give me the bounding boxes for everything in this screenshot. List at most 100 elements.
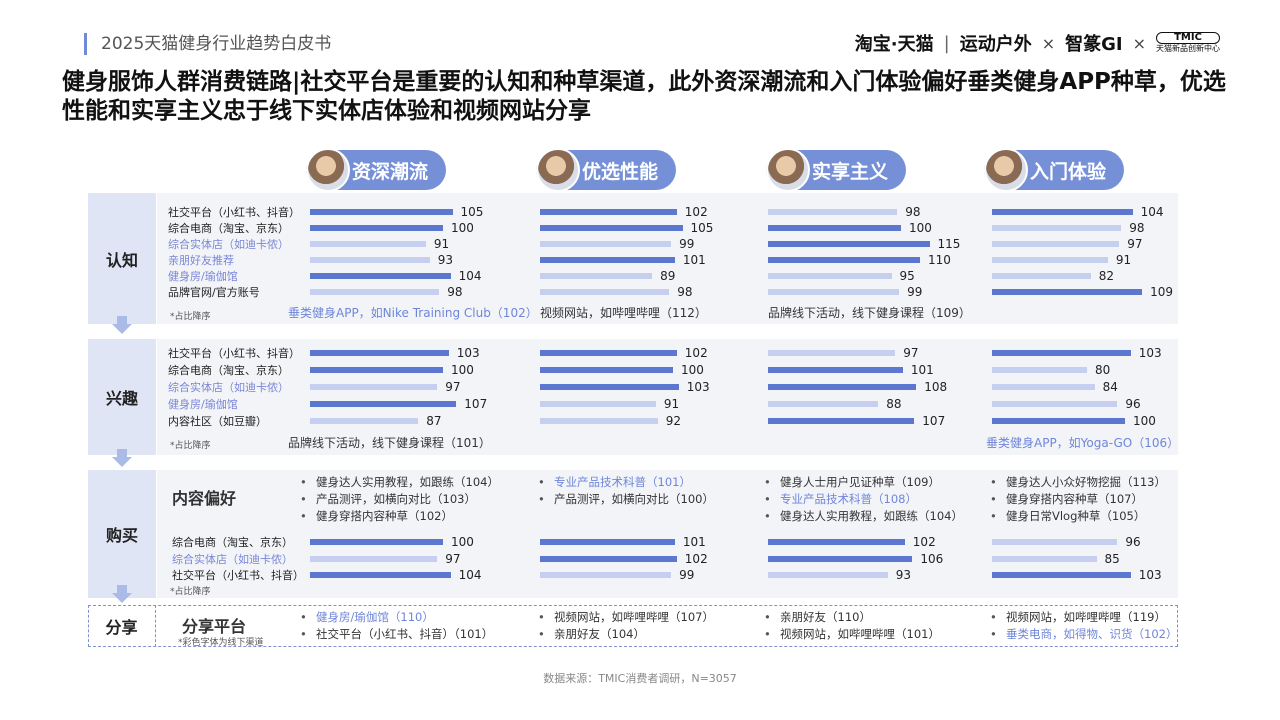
partner-logos: 淘宝·天猫 | 运动户外 × 智篆GI × TMIC 天猫新品创新中心 <box>855 30 1220 56</box>
persona-label: 入门体验 <box>1030 160 1107 183</box>
bar-value: 101 <box>682 535 706 549</box>
persona-label: 资深潮流 <box>352 160 429 183</box>
bar-value: 98 <box>905 205 921 219</box>
bar-认知-0-4 <box>310 273 451 279</box>
stage-arrow-stem <box>117 316 127 324</box>
extra-channel: 品牌线下活动，线下健身课程（109） <box>768 306 971 320</box>
extra-channel: 垂类健身APP，如Nike Training Club（102） <box>288 306 538 320</box>
bar-value: 107 <box>922 414 946 428</box>
stage-awareness: 认知 <box>88 193 156 324</box>
bar-购买-2-0 <box>768 539 905 545</box>
bar-value: 102 <box>912 535 936 549</box>
category-label: 品牌官网/官方账号 <box>168 286 260 299</box>
share-platform-item: 视频网站，如哔哩哔哩（107） <box>538 609 714 625</box>
category-label: 综合电商（淘宝、京东） <box>168 364 289 377</box>
category-label: 综合实体店（如迪卡侬） <box>172 552 293 566</box>
bar-value: 103 <box>686 380 710 394</box>
bar-认知-2-1 <box>768 225 901 231</box>
persona-avatar <box>306 148 350 192</box>
bar-value: 100 <box>681 363 704 377</box>
bar-认知-0-1 <box>310 225 443 231</box>
extra-channel: 视频网站，如哔哩哔哩（112） <box>540 306 707 320</box>
bar-value: 106 <box>920 551 944 566</box>
bar-value: 88 <box>886 397 902 411</box>
bar-认知-3-1 <box>992 225 1122 231</box>
bar-value: 80 <box>1095 363 1111 377</box>
bar-购买-1-0 <box>540 539 675 545</box>
bar-认知-1-2 <box>540 241 672 247</box>
content-pref-item: 健身穿搭内容种草（107） <box>990 491 1143 507</box>
category-label: 社交平台（小红书、抖音） <box>172 569 304 582</box>
extra-channel: 垂类健身APP，如Yoga-GO（106） <box>986 436 1180 450</box>
bar-兴趣-1-3 <box>540 401 656 407</box>
bar-value: 100 <box>909 221 932 235</box>
bar-value: 82 <box>1098 269 1115 283</box>
bar-value: 97 <box>1127 237 1143 251</box>
bar-value: 85 <box>1104 551 1120 566</box>
bar-兴趣-2-1 <box>768 367 903 373</box>
rank-note: *占比降序 <box>170 312 211 322</box>
bar-value: 91 <box>433 237 450 251</box>
content-pref-item: 健身达人实用教程，如跟练（104） <box>300 474 499 490</box>
content-pref-item: 产品测评，如横向对比（103） <box>300 491 476 507</box>
bar-认知-1-5 <box>540 289 670 295</box>
persona-label: 优选性能 <box>582 160 659 183</box>
bar-value: 93 <box>895 568 911 582</box>
persona-pill-performance: 优选性能 <box>536 148 677 192</box>
stage-arrow-stem <box>117 449 127 457</box>
tmall-logo: 淘宝·天猫 <box>854 34 934 55</box>
bar-购买-0-0 <box>310 539 443 545</box>
share-platform-item: 视频网站，如哔哩哔哩（101） <box>764 626 940 642</box>
bar-认知-2-2 <box>768 241 930 247</box>
persona-label: 实享主义 <box>812 160 889 183</box>
bar-value: 100 <box>451 535 474 549</box>
bar-认知-0-0 <box>310 209 453 215</box>
share-platform-label: 分享平台 <box>182 617 247 636</box>
bar-认知-1-3 <box>540 257 675 263</box>
bar-value: 110 <box>928 253 951 267</box>
bar-购买-3-0 <box>992 539 1118 545</box>
bar-兴趣-3-0 <box>992 350 1131 356</box>
stage-arrow-stem <box>117 585 127 593</box>
persona-avatar <box>984 148 1028 192</box>
bar-value: 107 <box>464 397 488 411</box>
bar-兴趣-3-4 <box>992 418 1125 424</box>
bar-认知-2-5 <box>768 289 900 295</box>
data-source: 数据来源：TMIC消费者调研，N=3057 <box>543 672 737 685</box>
bar-认知-2-3 <box>768 257 920 263</box>
category-label: 综合电商（淘宝、京东） <box>168 222 289 235</box>
bar-兴趣-1-0 <box>540 350 677 356</box>
stage-arrow-icon <box>112 324 132 334</box>
bar-value: 97 <box>903 346 919 360</box>
bar-value: 84 <box>1102 380 1118 394</box>
report-title: 2025天猫健身行业趋势白皮书 <box>84 33 331 55</box>
bar-兴趣-0-4 <box>310 418 419 424</box>
bar-value: 104 <box>1140 205 1164 219</box>
bar-value: 99 <box>679 237 695 251</box>
bar-购买-0-2 <box>310 572 451 578</box>
bar-购买-3-1 <box>992 555 1097 562</box>
category-label: 内容社区（如豆瓣） <box>168 415 267 428</box>
logo-divider: | <box>943 32 950 54</box>
content-pref-item: 产品测评，如横向对比（100） <box>538 491 714 507</box>
bar-认知-1-0 <box>540 209 677 215</box>
stage-arrow-icon <box>112 457 132 467</box>
share-platform-item: 垂类电商，如得物、识货（102） <box>990 626 1177 642</box>
bar-value: 98 <box>447 285 463 299</box>
bar-value: 100 <box>1133 414 1156 428</box>
page-title: 健身服饰人群消费链路|社交平台是重要的认知和种草渠道，此外资深潮流和入门体验偏好… <box>62 69 1226 124</box>
bar-购买-1-1 <box>540 555 677 562</box>
persona-pill-beginner: 入门体验 <box>984 148 1125 192</box>
bar-value: 91 <box>663 397 680 411</box>
bar-value: 100 <box>451 221 474 235</box>
tmic-logo: TMIC 天猫新品创新中心 <box>1156 32 1220 54</box>
content-pref-item: 健身穿搭内容种草（102） <box>300 508 453 524</box>
tmic-sub: 天猫新品创新中心 <box>1156 44 1220 53</box>
bar-value: 99 <box>679 568 695 582</box>
share-platform-item: 亲朋好友（110） <box>764 609 871 625</box>
bar-认知-0-2 <box>310 241 426 247</box>
bar-兴趣-0-1 <box>310 367 443 373</box>
stage-arrow-icon <box>112 593 132 603</box>
bar-value: 115 <box>937 237 961 251</box>
bar-value: 102 <box>684 346 708 360</box>
